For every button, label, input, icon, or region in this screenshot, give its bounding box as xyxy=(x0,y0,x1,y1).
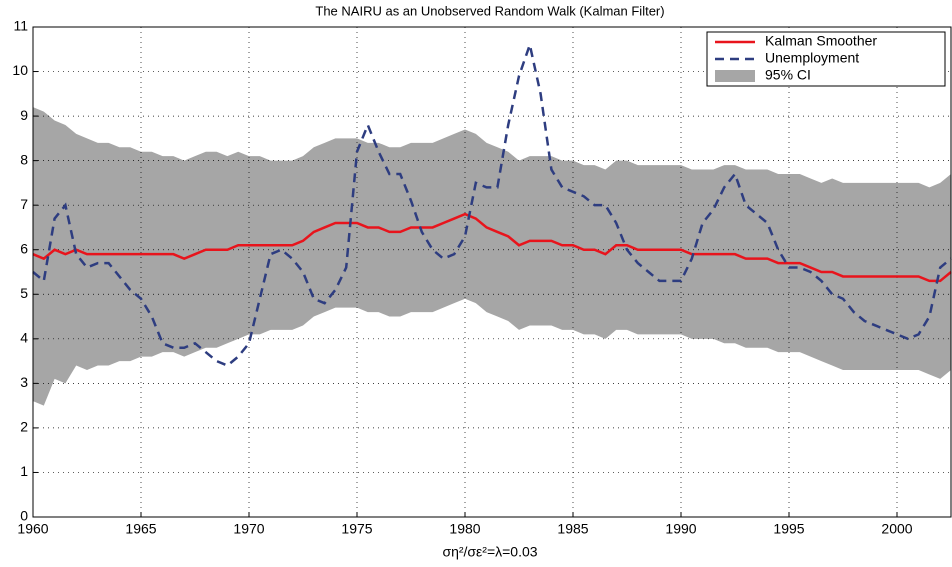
series-line xyxy=(32,40,952,367)
y-tick-label: 6 xyxy=(20,240,28,256)
y-tick-label: 0 xyxy=(20,508,28,524)
y-tick-label: 9 xyxy=(20,107,28,123)
chart-title: The NAIRU as an Unobserved Random Walk (… xyxy=(315,3,664,18)
legend-label: Kalman Smoother xyxy=(765,33,877,49)
plot-frame xyxy=(32,26,952,518)
x-tick-label: 1960 xyxy=(17,521,48,537)
legend-swatch xyxy=(715,70,755,82)
x-tick-label: 2000 xyxy=(881,521,912,537)
legend-label: Unemployment xyxy=(765,50,859,66)
y-tick-label: 8 xyxy=(20,151,28,167)
x-tick-label: 1985 xyxy=(557,521,588,537)
y-tick-label: 5 xyxy=(20,285,28,301)
x-tick-label: 1975 xyxy=(341,521,372,537)
y-tick-label: 2 xyxy=(20,419,28,435)
y-tick-label: 4 xyxy=(20,330,28,346)
x-tick-label: 1970 xyxy=(233,521,264,537)
series-line xyxy=(32,212,952,283)
y-tick-label: 11 xyxy=(13,18,28,34)
x-tick-label: 1965 xyxy=(125,521,156,537)
ci-band xyxy=(33,107,951,406)
x-tick-label: 1980 xyxy=(449,521,480,537)
y-tick-label: 3 xyxy=(20,374,28,390)
x-axis-label: ση²/σε²=λ=0.03 xyxy=(442,544,537,560)
x-tick-label: 1995 xyxy=(773,521,804,537)
x-tick-label: 1990 xyxy=(665,521,696,537)
y-tick-label: 7 xyxy=(20,196,28,212)
y-tick-label: 1 xyxy=(20,463,28,479)
y-tick-label: 10 xyxy=(12,62,28,78)
legend-label: 95% CI xyxy=(765,67,811,83)
